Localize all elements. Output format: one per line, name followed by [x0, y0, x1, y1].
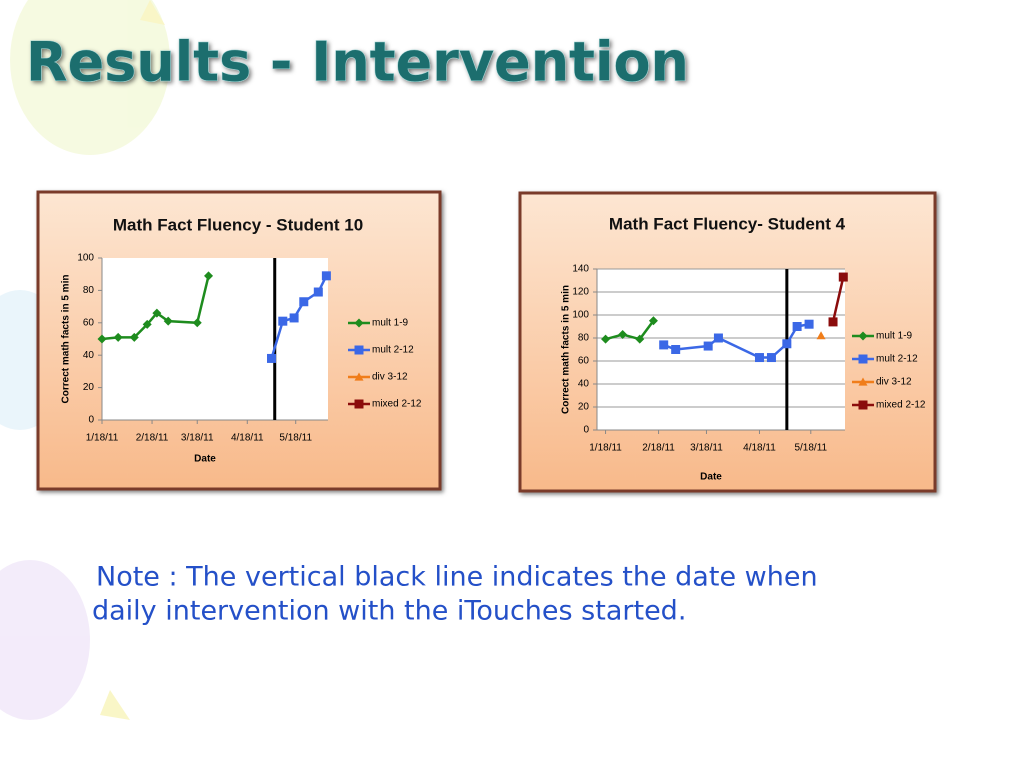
y-tick-label: 20 — [83, 382, 95, 393]
legend-label: mult 1-9 — [876, 331, 913, 342]
y-axis-label: Correct math facts in 5 min — [561, 285, 572, 414]
y-tick-label: 140 — [572, 264, 589, 275]
marker — [163, 316, 173, 326]
marker — [766, 353, 776, 363]
marker — [858, 377, 868, 386]
x-tick-label: 3/18/11 — [690, 443, 723, 454]
y-tick-label: 80 — [578, 333, 590, 344]
series-line — [605, 320, 655, 341]
marker — [142, 319, 152, 329]
marker — [754, 353, 764, 363]
marker — [354, 372, 364, 381]
y-axis-label: Correct math facts in 5 min — [61, 275, 72, 404]
marker — [713, 333, 723, 343]
marker — [804, 319, 814, 329]
marker — [671, 345, 681, 354]
legend-label: div 3-12 — [372, 372, 408, 383]
x-tick-label: 5/18/11 — [794, 443, 827, 454]
marker — [129, 332, 139, 342]
plot-area — [102, 258, 328, 420]
legend-label: mixed 2-12 — [372, 399, 422, 410]
marker — [635, 334, 645, 344]
y-tick-label: 60 — [83, 317, 95, 328]
marker — [782, 339, 792, 349]
marker — [354, 345, 364, 355]
marker — [816, 331, 826, 340]
y-tick-label: 0 — [583, 425, 589, 436]
slide-title: Results - Intervention — [26, 31, 689, 94]
marker — [192, 318, 202, 328]
marker — [838, 272, 848, 282]
marker — [648, 316, 658, 326]
marker — [828, 317, 838, 327]
marker — [618, 330, 628, 340]
x-tick-label: 4/18/11 — [743, 443, 776, 454]
marker — [601, 334, 611, 344]
y-tick-label: 80 — [83, 285, 95, 296]
legend-label: div 3-12 — [876, 377, 912, 388]
x-tick-label: 3/18/11 — [181, 433, 214, 444]
y-tick-label: 100 — [572, 310, 589, 321]
marker — [792, 322, 802, 331]
x-tick-label: 4/18/11 — [231, 433, 264, 444]
y-tick-label: 20 — [578, 402, 590, 413]
chart-title: Math Fact Fluency - Student 10 — [113, 215, 363, 234]
legend-label: mixed 2-12 — [876, 400, 926, 411]
x-tick-label: 1/18/11 — [589, 443, 622, 454]
marker — [659, 340, 669, 350]
x-axis-label: Date — [700, 472, 722, 483]
x-tick-label: 2/18/11 — [136, 433, 169, 444]
x-tick-label: 1/18/11 — [86, 433, 119, 444]
marker — [313, 287, 323, 297]
x-tick-label: 2/18/11 — [642, 443, 675, 454]
marker — [858, 400, 868, 410]
marker — [703, 341, 713, 351]
marker — [858, 354, 868, 364]
legend-label: mult 2-12 — [372, 345, 414, 356]
series-line — [831, 276, 845, 323]
x-tick-label: 5/18/11 — [279, 433, 312, 444]
legend-label: mult 2-12 — [876, 354, 918, 365]
marker — [321, 271, 331, 281]
y-tick-label: 40 — [578, 379, 590, 390]
x-axis-label: Date — [194, 454, 216, 465]
marker — [858, 331, 868, 341]
y-tick-label: 0 — [88, 415, 94, 426]
y-tick-label: 40 — [83, 350, 95, 361]
legend-label: mult 1-9 — [372, 318, 409, 329]
y-tick-label: 100 — [77, 253, 94, 264]
marker — [152, 308, 162, 318]
marker — [289, 313, 299, 323]
note-line: daily intervention with the iTouches sta… — [92, 596, 686, 627]
marker — [299, 297, 309, 307]
marker — [354, 318, 364, 328]
marker — [113, 332, 123, 342]
y-tick-label: 120 — [572, 287, 589, 298]
marker — [204, 271, 214, 281]
note-line: Note : The vertical black line indicates… — [96, 562, 818, 593]
marker — [97, 334, 107, 344]
marker — [278, 316, 288, 326]
marker — [267, 353, 276, 363]
plot-area — [597, 269, 845, 430]
y-tick-label: 60 — [578, 356, 590, 367]
chart-title: Math Fact Fluency- Student 4 — [609, 214, 846, 233]
marker — [354, 399, 364, 409]
